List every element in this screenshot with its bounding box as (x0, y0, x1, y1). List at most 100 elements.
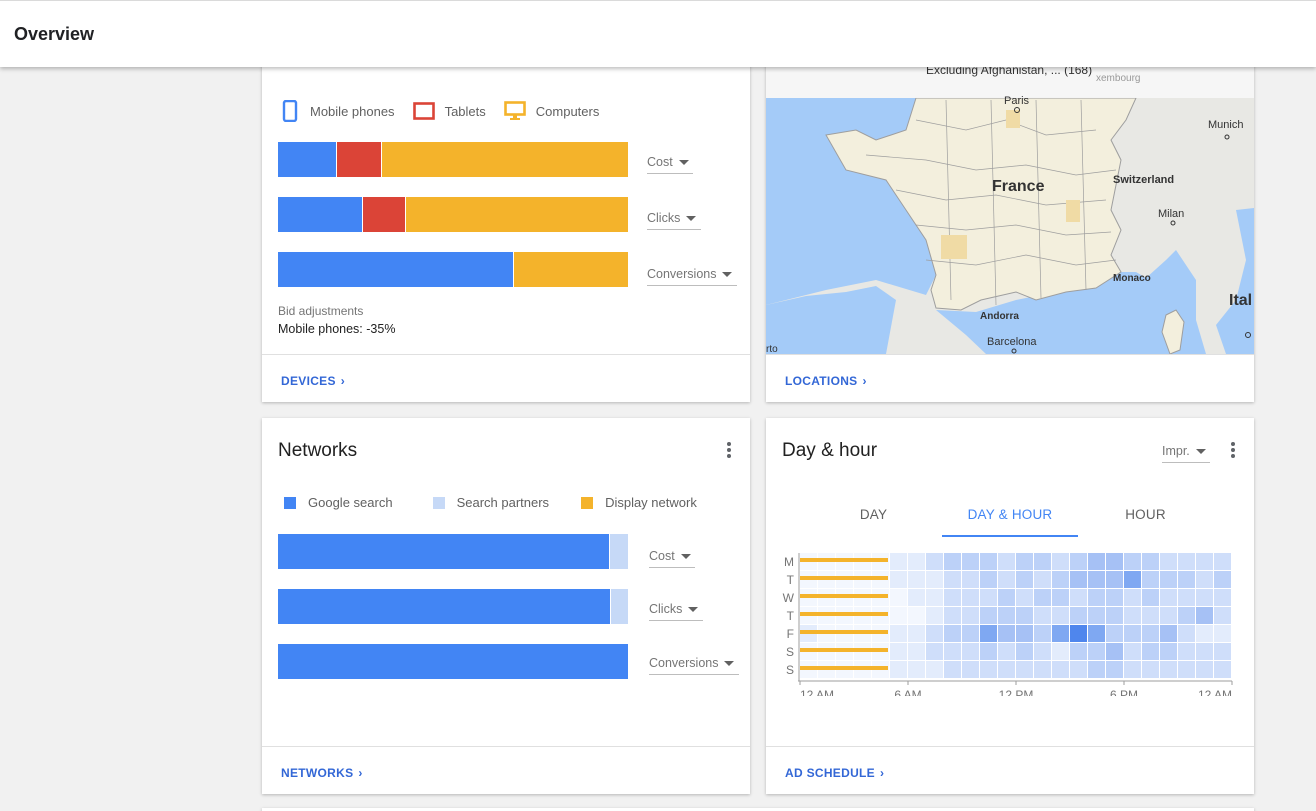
heatmap-cell[interactable] (998, 661, 1015, 678)
heatmap-cell[interactable] (1052, 607, 1069, 624)
ad-schedule-link[interactable]: AD SCHEDULE › (785, 766, 885, 780)
heatmap-cell[interactable] (1178, 607, 1195, 624)
heatmap-cell[interactable] (1178, 553, 1195, 570)
heatmap-cell[interactable] (1052, 589, 1069, 606)
locations-map[interactable]: Excluding Afghanistan, ... (168) xembour… (766, 60, 1254, 354)
heatmap-cell[interactable] (980, 553, 997, 570)
heatmap-cell[interactable] (980, 625, 997, 642)
heatmap-cell[interactable] (1124, 625, 1141, 642)
more-options-icon[interactable] (1225, 441, 1241, 461)
heatmap-cell[interactable] (1124, 643, 1141, 660)
heatmap-cell[interactable] (980, 643, 997, 660)
heatmap-cell[interactable] (1034, 625, 1051, 642)
heatmap-cell[interactable] (890, 661, 907, 678)
heatmap-cell[interactable] (1178, 661, 1195, 678)
heatmap-cell[interactable] (1016, 553, 1033, 570)
heatmap-cell[interactable] (944, 625, 961, 642)
heatmap-cell[interactable] (908, 643, 925, 660)
heatmap-cell[interactable] (1106, 661, 1123, 678)
heatmap-cell[interactable] (908, 553, 925, 570)
heatmap-cell[interactable] (1160, 607, 1177, 624)
heatmap-cell[interactable] (1142, 643, 1159, 660)
heatmap-cell[interactable] (998, 643, 1015, 660)
heatmap-cell[interactable] (998, 553, 1015, 570)
heatmap-cell[interactable] (1052, 643, 1069, 660)
heatmap-cell[interactable] (926, 553, 943, 570)
heatmap-cell[interactable] (1070, 661, 1087, 678)
heatmap-cell[interactable] (980, 661, 997, 678)
heatmap-cell[interactable] (998, 625, 1015, 642)
heatmap-cell[interactable] (1088, 571, 1105, 588)
heatmap-cell[interactable] (1106, 571, 1123, 588)
heatmap-cell[interactable] (1196, 607, 1213, 624)
heatmap-cell[interactable] (1196, 661, 1213, 678)
heatmap-cell[interactable] (1160, 661, 1177, 678)
heatmap-cell[interactable] (1124, 661, 1141, 678)
heatmap-cell[interactable] (1106, 643, 1123, 660)
heatmap-cell[interactable] (926, 643, 943, 660)
heatmap-cell[interactable] (944, 553, 961, 570)
networks-clicks-dropdown[interactable]: Clicks (649, 602, 703, 621)
heatmap-cell[interactable] (998, 607, 1015, 624)
locations-link[interactable]: LOCATIONS › (785, 374, 867, 388)
networks-link[interactable]: NETWORKS › (281, 766, 363, 780)
heatmap-cell[interactable] (1196, 589, 1213, 606)
heatmap-cell[interactable] (1142, 553, 1159, 570)
heatmap-cell[interactable] (890, 625, 907, 642)
heatmap-cell[interactable] (908, 571, 925, 588)
tab-hour[interactable]: HOUR (1125, 507, 1166, 522)
heatmap-cell[interactable] (1106, 553, 1123, 570)
heatmap-cell[interactable] (1034, 589, 1051, 606)
heatmap-cell[interactable] (1016, 625, 1033, 642)
heatmap-cell[interactable] (926, 625, 943, 642)
heatmap-cell[interactable] (1124, 553, 1141, 570)
tab-day[interactable]: DAY (859, 507, 888, 522)
heatmap-cell[interactable] (1106, 589, 1123, 606)
heatmap-cell[interactable] (980, 607, 997, 624)
heatmap-cell[interactable] (1124, 607, 1141, 624)
heatmap-cell[interactable] (1178, 643, 1195, 660)
heatmap-cell[interactable] (962, 607, 979, 624)
heatmap-cell[interactable] (908, 661, 925, 678)
heatmap-cell[interactable] (890, 607, 907, 624)
heatmap-cell[interactable] (1196, 571, 1213, 588)
heatmap-cell[interactable] (1052, 553, 1069, 570)
heatmap-cell[interactable] (944, 607, 961, 624)
heatmap-cell[interactable] (1088, 661, 1105, 678)
heatmap-cell[interactable] (1070, 571, 1087, 588)
tab-day-and-hour[interactable]: DAY & HOUR (967, 507, 1053, 522)
heatmap-cell[interactable] (1142, 607, 1159, 624)
heatmap-cell[interactable] (926, 607, 943, 624)
heatmap-cell[interactable] (1088, 589, 1105, 606)
heatmap-cell[interactable] (944, 589, 961, 606)
devices-link[interactable]: DEVICES › (281, 374, 346, 388)
heatmap-cell[interactable] (962, 661, 979, 678)
heatmap-cell[interactable] (1016, 643, 1033, 660)
heatmap-cell[interactable] (926, 571, 943, 588)
devices-conversions-dropdown[interactable]: Conversions (647, 267, 737, 286)
heatmap-cell[interactable] (998, 571, 1015, 588)
heatmap-cell[interactable] (1160, 571, 1177, 588)
heatmap-cell[interactable] (1178, 625, 1195, 642)
heatmap-cell[interactable] (1016, 571, 1033, 588)
heatmap-cell[interactable] (944, 571, 961, 588)
heatmap-cell[interactable] (1214, 661, 1231, 678)
heatmap-cell[interactable] (1034, 571, 1051, 588)
heatmap-cell[interactable] (890, 553, 907, 570)
heatmap-cell[interactable] (1160, 553, 1177, 570)
heatmap-cell[interactable] (962, 553, 979, 570)
heatmap-cell[interactable] (1124, 571, 1141, 588)
networks-cost-dropdown[interactable]: Cost (649, 549, 695, 568)
metric-select[interactable]: Impr. (1162, 444, 1210, 463)
devices-clicks-dropdown[interactable]: Clicks (647, 211, 701, 230)
heatmap-cell[interactable] (1214, 607, 1231, 624)
heatmap-cell[interactable] (1214, 625, 1231, 642)
heatmap-cell[interactable] (1034, 661, 1051, 678)
heatmap-cell[interactable] (1142, 571, 1159, 588)
heatmap-cell[interactable] (1070, 607, 1087, 624)
heatmap-cell[interactable] (980, 589, 997, 606)
heatmap-cell[interactable] (1034, 643, 1051, 660)
heatmap-cell[interactable] (1178, 589, 1195, 606)
heatmap-cell[interactable] (944, 661, 961, 678)
heatmap-cell[interactable] (1052, 625, 1069, 642)
